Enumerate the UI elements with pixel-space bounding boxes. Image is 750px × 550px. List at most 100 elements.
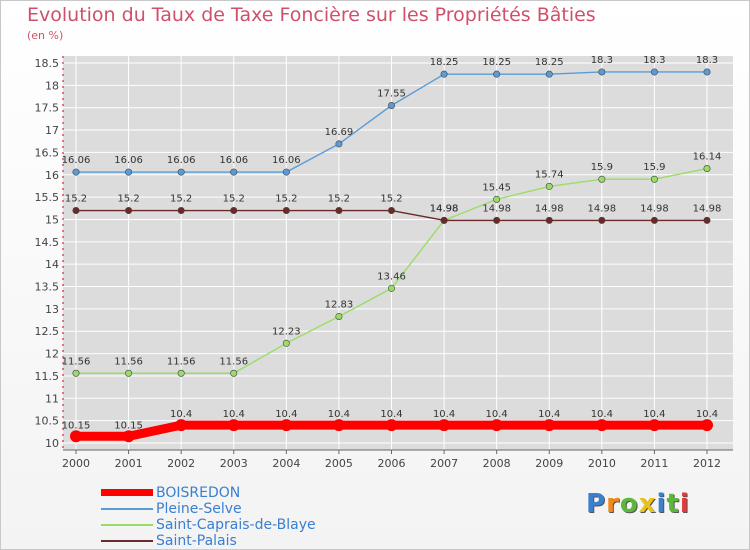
data-point — [701, 419, 713, 432]
data-point — [72, 207, 80, 215]
data-label: 18.25 — [535, 57, 564, 68]
data-point — [493, 70, 501, 78]
data-point — [335, 207, 343, 215]
y-tick-label: 11.5 — [35, 370, 60, 383]
y-tick-label: 16 — [45, 169, 59, 182]
y-tick-label: 18.5 — [35, 57, 60, 70]
data-label: 14.98 — [588, 203, 617, 214]
data-label: 11.56 — [62, 356, 91, 367]
data-point — [598, 175, 606, 183]
y-tick-label: 16.5 — [35, 146, 60, 159]
y-tick-label: 18 — [45, 79, 59, 92]
data-label: 10.4 — [591, 409, 613, 420]
y-tick-label: 17.5 — [35, 102, 60, 115]
x-tick-label: 2005 — [325, 457, 353, 470]
y-tick-label: 14 — [45, 258, 59, 271]
data-label: 10.4 — [380, 409, 402, 420]
x-tick-label: 2002 — [167, 457, 195, 470]
data-label: 16.06 — [114, 155, 143, 166]
data-point — [177, 168, 185, 176]
data-label: 18.25 — [482, 57, 511, 68]
data-point — [490, 419, 503, 432]
x-tick-label: 2000 — [62, 457, 90, 470]
data-point — [545, 70, 553, 78]
data-label: 15.2 — [380, 194, 402, 205]
data-point — [70, 430, 82, 443]
x-tick-label: 2011 — [640, 457, 668, 470]
legend-swatch — [101, 508, 153, 510]
data-point — [177, 207, 185, 215]
data-label: 15.2 — [328, 194, 350, 205]
x-tick-label: 2001 — [115, 457, 143, 470]
data-label: 15.2 — [223, 194, 245, 205]
data-point — [72, 369, 80, 377]
data-point — [703, 68, 711, 76]
data-point — [648, 419, 661, 432]
legend-label: Saint-Palais — [156, 533, 237, 549]
data-point — [440, 70, 448, 78]
y-tick-label: 15.5 — [35, 191, 60, 204]
data-label: 18.3 — [696, 55, 718, 66]
y-tick-label: 15 — [45, 213, 59, 226]
data-point — [387, 207, 395, 215]
y-tick-label: 10 — [45, 437, 59, 450]
data-label: 14.98 — [482, 203, 511, 214]
data-label: 15.2 — [275, 194, 297, 205]
data-label: 15.2 — [117, 194, 139, 205]
data-point — [703, 165, 711, 173]
brand-logo: Proxiti — [586, 489, 690, 519]
brand-letter: t — [666, 489, 680, 519]
data-labels: 10.15 10.15 10.4 10.4 10.4 10.4 10.4 10.4 10.4 10… — [62, 55, 722, 431]
x-tick-label: 2003 — [220, 457, 248, 470]
data-label: 16.14 — [693, 152, 722, 163]
plot-area — [63, 56, 733, 450]
data-point — [440, 216, 448, 224]
data-label: 10.15 — [62, 420, 91, 431]
x-tick-label: 2006 — [378, 457, 406, 470]
y-tick-label: 12.5 — [35, 325, 60, 338]
legend-label: Pleine-Selve — [156, 501, 242, 517]
chart-subtitle: (en %) — [27, 29, 64, 42]
data-label: 15.74 — [535, 169, 564, 180]
chart-title: Evolution du Taux de Taxe Foncière sur l… — [27, 4, 596, 26]
x-tick-label: 2009 — [535, 457, 563, 470]
data-label: 16.06 — [219, 155, 248, 166]
data-label: 15.2 — [170, 194, 192, 205]
data-label: 11.56 — [114, 356, 143, 367]
data-point — [125, 168, 133, 176]
data-label: 15.9 — [591, 162, 613, 173]
brand-letter: P — [586, 489, 607, 519]
brand-letter: x — [638, 489, 657, 519]
brand-letter: i — [656, 489, 667, 519]
data-point — [282, 168, 290, 176]
series-layer — [70, 68, 713, 443]
y-tick-label: 12 — [45, 348, 59, 361]
data-label: 14.98 — [430, 203, 459, 214]
data-label: 17.55 — [377, 88, 406, 99]
data-point — [438, 419, 451, 432]
data-point — [230, 369, 238, 377]
data-point — [650, 175, 658, 183]
data-point — [335, 312, 343, 320]
data-point — [332, 419, 345, 432]
data-point — [282, 339, 290, 347]
data-label: 18.25 — [430, 57, 459, 68]
data-label: 12.83 — [325, 299, 354, 310]
x-tick-label: 2004 — [272, 457, 300, 470]
brand-letter: r — [606, 489, 620, 519]
data-label: 16.06 — [272, 155, 301, 166]
data-point — [227, 419, 240, 432]
data-label: 10.4 — [328, 409, 350, 420]
data-point — [125, 369, 133, 377]
y-tick-label: 14.5 — [35, 236, 60, 249]
data-point — [493, 195, 501, 203]
data-point — [545, 182, 553, 190]
data-label: 16.06 — [62, 155, 91, 166]
data-point — [387, 101, 395, 109]
data-point — [335, 140, 343, 148]
data-label: 15.45 — [482, 182, 511, 193]
data-label: 14.98 — [693, 203, 722, 214]
data-label: 15.2 — [65, 194, 87, 205]
